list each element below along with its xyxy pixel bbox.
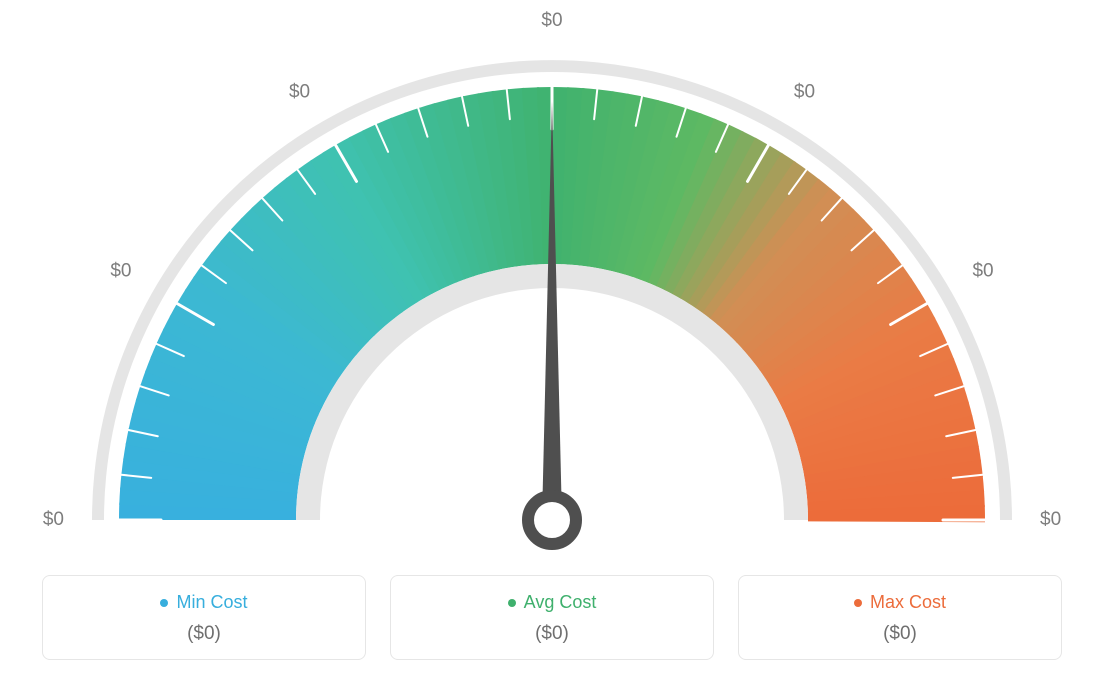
gauge-axis-label: $0 [1040, 509, 1061, 531]
legend-card-min: Min Cost ($0) [42, 575, 366, 660]
gauge-axis-label: $0 [972, 261, 993, 283]
gauge-needle-hub [528, 496, 576, 544]
gauge-svg [42, 30, 1062, 550]
gauge-container: $0$0$0$0$0$0$0 [42, 30, 1062, 550]
legend-avg-value: ($0) [401, 623, 703, 645]
legend-max-header: Max Cost [854, 592, 946, 613]
legend-min-label: Min Cost [176, 592, 247, 613]
gauge-axis-label: $0 [541, 10, 562, 32]
legend-dot-max [854, 599, 862, 607]
legend-card-avg: Avg Cost ($0) [390, 575, 714, 660]
legend-min-value: ($0) [53, 623, 355, 645]
legend-avg-label: Avg Cost [524, 592, 597, 613]
legend-dot-avg [508, 599, 516, 607]
legend-min-header: Min Cost [160, 592, 247, 613]
legend-dot-min [160, 599, 168, 607]
legend-card-max: Max Cost ($0) [738, 575, 1062, 660]
legend-max-value: ($0) [749, 623, 1051, 645]
legend-max-label: Max Cost [870, 592, 946, 613]
legend-row: Min Cost ($0) Avg Cost ($0) Max Cost ($0… [42, 575, 1062, 660]
gauge-axis-label: $0 [110, 261, 131, 283]
legend-avg-header: Avg Cost [508, 592, 597, 613]
gauge-axis-label: $0 [43, 509, 64, 531]
gauge-axis-label: $0 [794, 82, 815, 104]
gauge-axis-label: $0 [289, 82, 310, 104]
